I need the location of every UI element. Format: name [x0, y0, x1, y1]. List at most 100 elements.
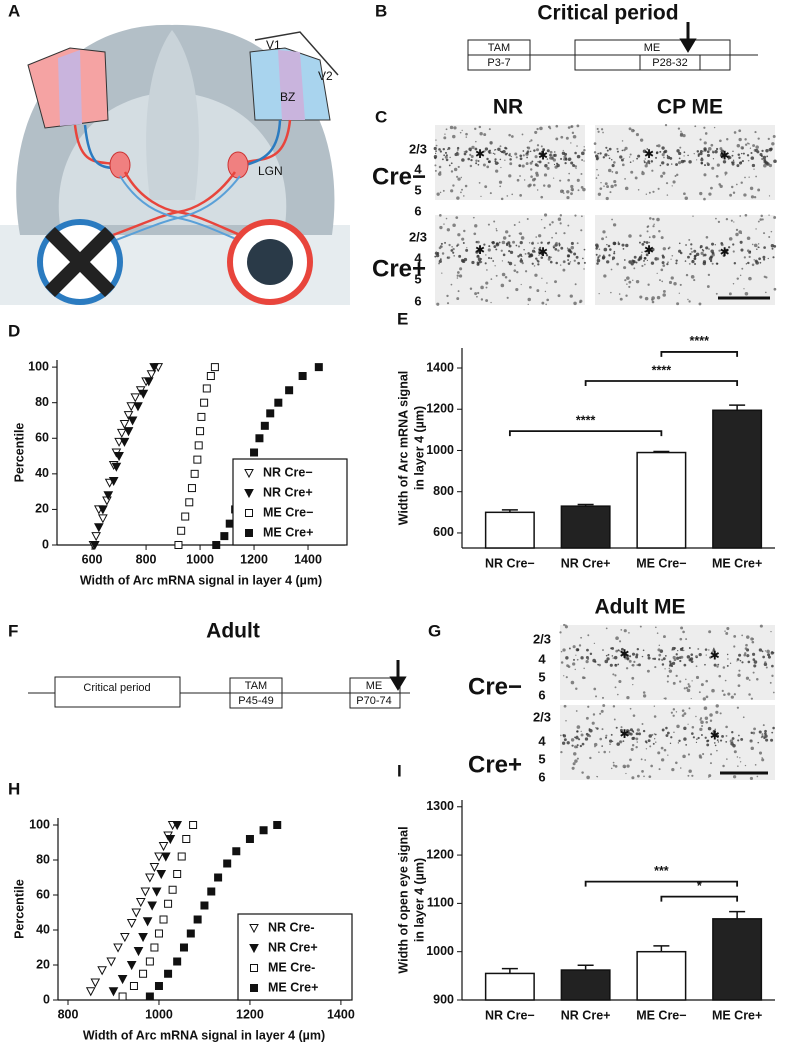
x-axis-label: Width of Arc mRNA signal in layer 4 (µm)	[83, 1028, 325, 1042]
cell	[708, 649, 710, 651]
cell	[715, 704, 719, 708]
cell	[768, 163, 773, 168]
legend-marker	[244, 489, 254, 499]
cell	[519, 175, 521, 177]
cell	[535, 171, 539, 175]
cell	[693, 152, 695, 155]
cell	[461, 129, 463, 132]
cortex-right-bz	[278, 50, 305, 120]
cell	[665, 726, 668, 730]
cell	[655, 156, 658, 159]
cell	[563, 623, 566, 627]
cell	[713, 663, 717, 667]
cell	[452, 134, 456, 139]
cell	[741, 661, 744, 664]
cell	[662, 247, 666, 251]
cell	[636, 741, 639, 743]
point	[220, 532, 229, 541]
cell	[583, 667, 585, 670]
cell	[663, 156, 665, 159]
cell	[443, 136, 447, 140]
cell	[528, 255, 531, 258]
cell	[700, 251, 704, 255]
layer-label: 5	[538, 751, 545, 766]
cell	[683, 663, 687, 667]
cell	[534, 251, 536, 253]
cell	[727, 158, 730, 160]
cell	[655, 151, 659, 154]
point	[259, 826, 268, 835]
cell	[598, 663, 601, 667]
legend-marker	[250, 964, 258, 972]
point	[225, 519, 234, 528]
cell	[580, 172, 583, 175]
cell	[657, 648, 661, 652]
x-tick-label: 800	[136, 552, 157, 566]
cell	[612, 657, 614, 659]
cell	[616, 742, 620, 746]
cell	[700, 717, 703, 720]
marker-star: ✱	[644, 243, 654, 257]
cell	[558, 242, 561, 245]
cell	[676, 173, 679, 177]
cell	[573, 752, 577, 756]
cell	[435, 139, 437, 141]
cell	[570, 738, 575, 742]
cell	[675, 761, 678, 765]
marker-star: ✱	[644, 147, 654, 161]
cell	[666, 731, 670, 735]
cell	[442, 189, 445, 192]
box-inner	[639, 54, 701, 71]
point	[197, 412, 206, 421]
cell	[531, 178, 536, 182]
cell	[576, 124, 580, 128]
cell	[642, 149, 647, 154]
cell	[683, 155, 685, 157]
cell	[494, 265, 496, 267]
cell	[624, 178, 626, 180]
cell	[520, 283, 522, 286]
cell	[761, 218, 764, 221]
cell	[683, 726, 687, 730]
cell	[692, 215, 694, 217]
cell	[629, 655, 632, 658]
cell	[687, 723, 689, 725]
cell	[650, 247, 655, 252]
cell	[641, 770, 644, 773]
cell	[611, 218, 613, 221]
cell	[537, 263, 540, 266]
cell	[613, 179, 617, 184]
cell	[736, 660, 738, 662]
cell	[584, 737, 589, 741]
cell	[632, 160, 634, 162]
bar	[636, 950, 687, 1001]
point	[111, 462, 122, 472]
cell	[721, 734, 724, 738]
cell	[444, 151, 448, 154]
cell	[715, 292, 718, 295]
cell	[641, 655, 644, 658]
cell	[762, 255, 766, 259]
cell	[547, 161, 550, 165]
cell	[544, 213, 548, 217]
cell	[608, 157, 611, 160]
cell	[596, 127, 599, 130]
cell	[710, 186, 713, 190]
cell	[444, 241, 446, 244]
cell	[772, 134, 776, 138]
cell	[753, 664, 757, 668]
cell	[478, 125, 482, 129]
cell	[663, 748, 667, 752]
cell	[633, 267, 636, 270]
cell	[507, 241, 511, 245]
cell	[578, 738, 581, 741]
cell	[567, 224, 570, 227]
cell	[637, 154, 641, 158]
cell	[476, 261, 479, 264]
panel-letter: C	[375, 107, 387, 126]
cell	[484, 185, 488, 189]
cell	[476, 240, 480, 244]
cell	[708, 248, 710, 250]
cell	[487, 223, 490, 226]
cell	[661, 146, 665, 150]
